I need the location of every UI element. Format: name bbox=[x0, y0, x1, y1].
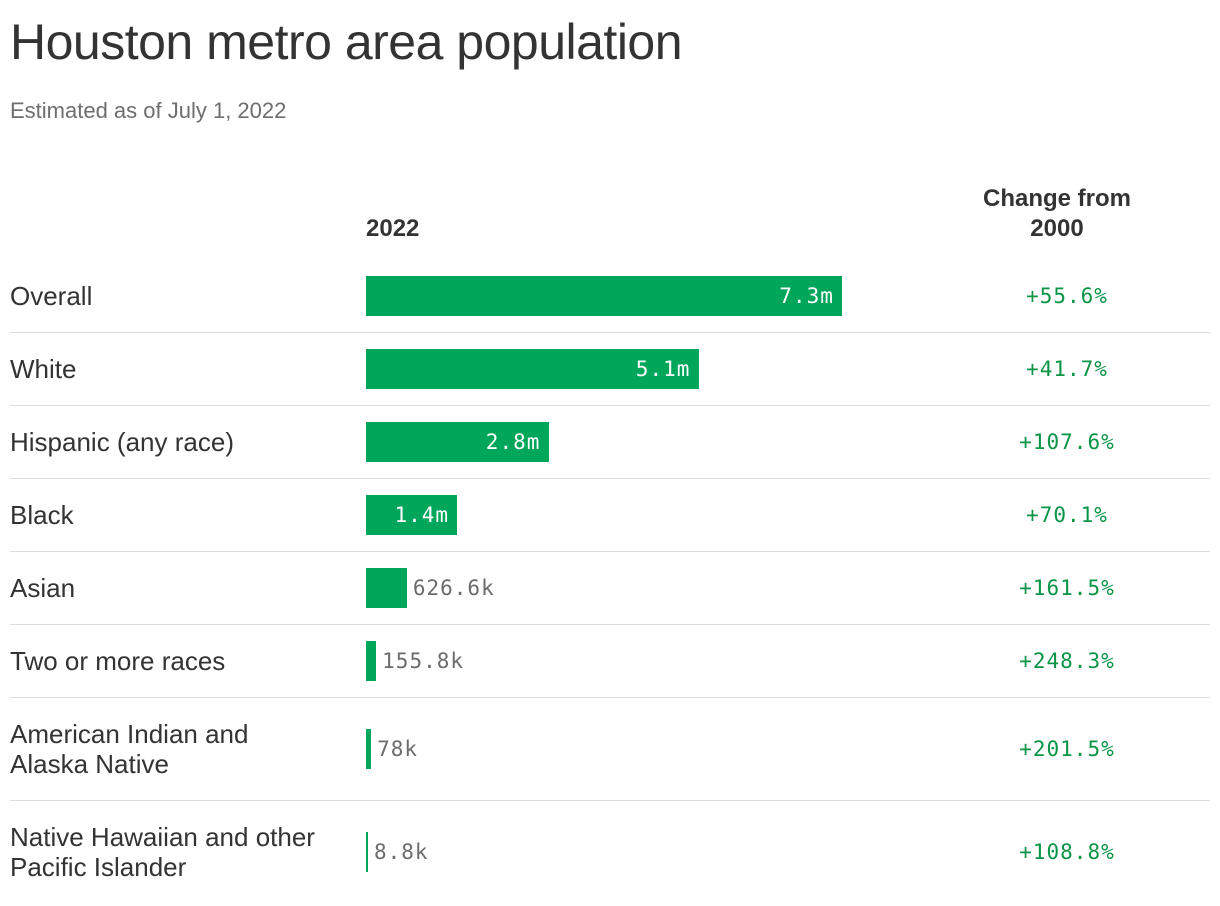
change-value: +161.5% bbox=[1019, 576, 1115, 600]
column-header-2022: 2022 bbox=[366, 215, 420, 242]
bar bbox=[366, 641, 377, 681]
change-value: +248.3% bbox=[1019, 649, 1115, 673]
change-value: +41.7% bbox=[1026, 357, 1108, 381]
bar-value-label: 78k bbox=[377, 737, 419, 761]
bar-table: Overall 7.3m +55.6% White 5.1m +41.7% Hispanic… bbox=[10, 260, 1210, 903]
bar-value-label: 5.1m bbox=[635, 357, 691, 381]
row-label: Hispanic (any race) bbox=[10, 427, 234, 457]
bar-track: 2.8m bbox=[366, 422, 966, 462]
bar bbox=[366, 276, 843, 316]
table-row: Black 1.4m +70.1% bbox=[10, 479, 1210, 552]
bar bbox=[366, 495, 458, 535]
bar-track: 5.1m bbox=[366, 349, 966, 389]
bar-track: 626.6k bbox=[366, 568, 966, 608]
table-row: Two or more races 155.8k +248.3% bbox=[10, 625, 1210, 698]
bar-value-label: 7.3m bbox=[779, 284, 834, 308]
row-label: White bbox=[10, 354, 77, 384]
bar-value-label: 626.6k bbox=[412, 576, 495, 600]
bar bbox=[366, 422, 549, 462]
bar-track: 1.4m bbox=[366, 495, 966, 535]
table-row: Asian 626.6k +161.5% bbox=[10, 552, 1210, 625]
bar bbox=[366, 349, 699, 389]
chart-title: Houston metro area population bbox=[10, 14, 683, 70]
bar-track: 8.8k bbox=[366, 832, 966, 872]
column-header-change: Change from 2000 bbox=[982, 185, 1131, 242]
bar-value-label: 2.8m bbox=[485, 430, 541, 454]
row-label: Native Hawaiian and other Pacific Island… bbox=[10, 822, 315, 882]
change-value: +108.8% bbox=[1019, 840, 1115, 864]
table-row: Hispanic (any race) 2.8m +107.6% bbox=[10, 406, 1210, 479]
bar bbox=[366, 729, 372, 769]
change-value: +70.1% bbox=[1026, 503, 1108, 527]
table-row: American Indian and Alaska Native 78k +201… bbox=[10, 698, 1210, 801]
chart-subtitle: Estimated as of July 1, 2022 bbox=[10, 98, 287, 123]
row-label: Black bbox=[10, 500, 74, 530]
change-value: +107.6% bbox=[1019, 430, 1115, 454]
bar-track: 7.3m bbox=[366, 276, 966, 316]
row-label: Two or more races bbox=[10, 646, 226, 676]
row-label: Overall bbox=[10, 281, 93, 311]
bar bbox=[366, 832, 368, 872]
table-row: Overall 7.3m +55.6% bbox=[10, 260, 1210, 333]
row-label: Asian bbox=[10, 573, 76, 603]
table-row: Native Hawaiian and other Pacific Island… bbox=[10, 801, 1210, 903]
bar-value-label: 155.8k bbox=[382, 649, 465, 673]
bar bbox=[366, 568, 407, 608]
bar-track: 155.8k bbox=[366, 641, 966, 681]
bar-value-label: 1.4m bbox=[394, 503, 450, 527]
table-row: White 5.1m +41.7% bbox=[10, 333, 1210, 406]
change-value: +201.5% bbox=[1019, 737, 1115, 761]
change-value: +55.6% bbox=[1026, 284, 1108, 308]
row-label: American Indian and Alaska Native bbox=[10, 719, 249, 779]
bar-track: 78k bbox=[366, 729, 966, 769]
bar-value-label: 8.8k bbox=[374, 840, 429, 864]
